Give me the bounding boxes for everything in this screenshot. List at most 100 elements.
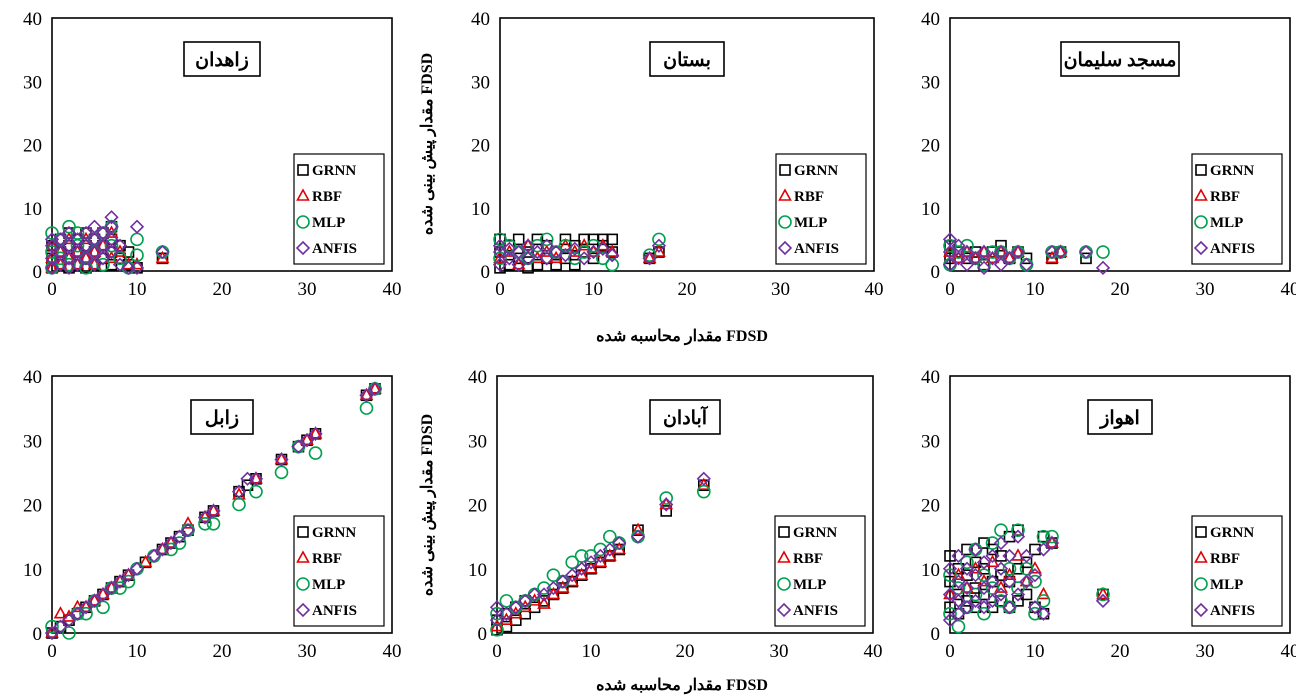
data-point: [527, 587, 542, 602]
data-point: [121, 567, 136, 580]
data-point: [1045, 529, 1059, 544]
data-point: [53, 232, 68, 247]
data-point: [574, 561, 589, 576]
data-point: [61, 238, 77, 253]
data-point: [951, 251, 966, 266]
data-point: [45, 619, 59, 634]
legend-marker: [777, 550, 791, 563]
data-point: [490, 606, 504, 621]
data-point: [1036, 586, 1051, 600]
data-point: [642, 251, 657, 266]
data-point: [993, 587, 1009, 602]
data-point: [503, 258, 516, 271]
y-tick-label: 10: [23, 199, 42, 220]
data-point: [959, 600, 975, 615]
legend-marker: [297, 164, 309, 176]
legend-marker: [777, 240, 793, 256]
data-point: [567, 241, 582, 256]
data-point: [993, 257, 1009, 272]
data-point: [1010, 529, 1026, 544]
data-point: [659, 491, 674, 505]
y-tick-label: 0: [478, 624, 488, 645]
y-tick-label: 10: [468, 560, 487, 581]
legend-label: RBF: [1210, 551, 1240, 567]
data-point: [546, 580, 561, 596]
data-point: [104, 238, 119, 253]
y-tick-label: 20: [921, 136, 940, 157]
data-point: [985, 245, 1000, 259]
x-tick-label: 30: [298, 279, 317, 300]
station-title: زاهدان: [195, 50, 249, 71]
data-point: [45, 238, 59, 251]
data-point: [976, 580, 992, 596]
data-point: [1020, 252, 1033, 265]
data-point: [995, 595, 1007, 607]
data-point: [642, 250, 657, 264]
station-title: اهواز: [1098, 408, 1140, 429]
data-point: [308, 426, 323, 439]
x-tick-label: 20: [213, 279, 232, 300]
data-point: [944, 601, 956, 614]
data-point: [87, 244, 102, 257]
series-grnn: [494, 233, 665, 274]
x-tick-label: 30: [771, 279, 790, 300]
station-title: آبادان: [663, 405, 709, 429]
legend-label: MLP: [793, 577, 826, 593]
data-point: [951, 238, 966, 253]
data-point: [944, 550, 956, 562]
data-point: [1019, 548, 1034, 564]
data-point: [530, 244, 545, 260]
data-point: [595, 241, 610, 256]
data-point: [1096, 587, 1110, 602]
x-tick-label: 30: [1196, 641, 1215, 662]
data-point: [1011, 244, 1025, 257]
data-point: [995, 239, 1007, 252]
data-point: [499, 606, 514, 621]
data-point: [568, 258, 581, 271]
x-axis-title-top: مقدار محاسبه شده FDSD: [596, 328, 768, 346]
data-point: [536, 587, 552, 602]
series-anfis: [942, 232, 1111, 275]
legend-marker: [1195, 164, 1207, 176]
data-point: [104, 210, 119, 225]
data-point: [577, 251, 592, 266]
data-point: [1036, 542, 1051, 557]
data-point: [1011, 581, 1025, 595]
data-point: [87, 232, 102, 247]
y-tick-label: 10: [921, 199, 940, 220]
data-point: [660, 505, 673, 517]
data-point: [1095, 593, 1111, 609]
data-point: [1002, 250, 1017, 264]
x-tick-label: 10: [1026, 641, 1045, 662]
data-point: [986, 601, 999, 614]
legend-label: RBF: [312, 189, 342, 205]
data-point: [520, 238, 536, 253]
legend-marker: [295, 602, 311, 618]
legend-box: [293, 153, 385, 265]
data-point: [198, 509, 212, 523]
y-tick-label: 20: [23, 136, 42, 157]
data-point: [53, 619, 68, 634]
data-point: [499, 612, 514, 625]
y-tick-label: 20: [23, 496, 42, 517]
data-point: [602, 548, 617, 561]
legend-marker: [1194, 550, 1208, 563]
legend-label: GRNN: [312, 525, 356, 541]
data-point: [62, 219, 76, 234]
data-point: [359, 387, 374, 401]
data-point: [308, 426, 323, 441]
data-point: [593, 542, 608, 557]
chart-panels: 0 10 20 30 40010203040زاهدانGRNNRBFMLPANFIS0…: [23, 9, 1296, 662]
data-point: [70, 244, 85, 260]
data-point: [993, 561, 1009, 576]
data-point: [104, 244, 119, 260]
data-point: [1027, 600, 1043, 615]
y-tick-label: 20: [471, 136, 490, 157]
data-point: [976, 555, 992, 570]
data-point: [986, 543, 999, 556]
series-anfis: [942, 529, 1111, 628]
y-tick-label: 30: [468, 431, 487, 452]
legend-marker: [777, 577, 791, 591]
y-tick-label: 10: [471, 199, 490, 220]
data-point: [1019, 574, 1034, 589]
